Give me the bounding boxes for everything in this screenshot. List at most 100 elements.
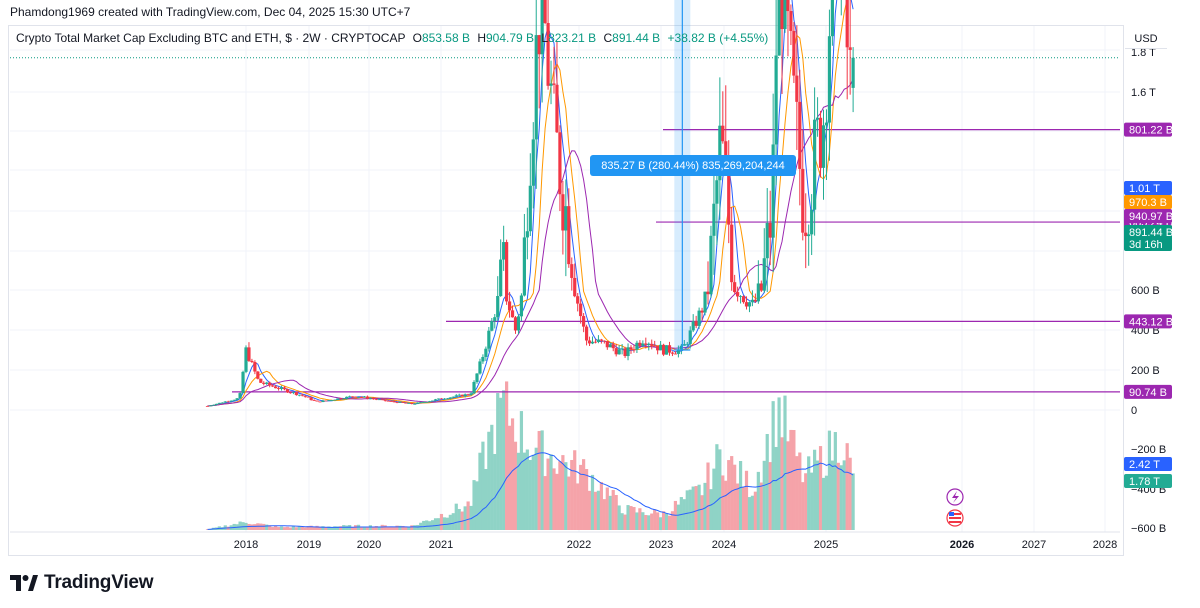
candle[interactable] — [661, 343, 666, 357]
candle[interactable] — [416, 402, 420, 405]
candle[interactable] — [413, 403, 417, 405]
candle[interactable] — [730, 207, 734, 291]
candle[interactable] — [747, 301, 752, 313]
candle[interactable] — [362, 396, 367, 398]
candle[interactable] — [229, 400, 233, 403]
candle[interactable] — [238, 392, 242, 399]
dividend-flash-icon[interactable] — [946, 488, 964, 506]
candle[interactable] — [401, 401, 405, 403]
candle[interactable] — [605, 341, 609, 350]
candle[interactable] — [386, 400, 390, 402]
candle[interactable] — [276, 386, 281, 391]
candle[interactable] — [543, 0, 547, 25]
candle[interactable] — [738, 295, 743, 304]
candle[interactable] — [555, 41, 559, 134]
candle[interactable] — [810, 194, 814, 256]
candle[interactable] — [271, 384, 275, 388]
candle[interactable] — [205, 405, 210, 407]
candle[interactable] — [318, 401, 322, 403]
candle[interactable] — [564, 179, 568, 277]
candle[interactable] — [214, 403, 218, 406]
candle[interactable] — [549, 60, 553, 105]
us-flag-icon[interactable] — [946, 509, 964, 527]
candle[interactable] — [676, 345, 680, 358]
candle[interactable] — [232, 399, 236, 402]
candle[interactable] — [342, 397, 346, 400]
candle[interactable] — [428, 400, 432, 403]
candle[interactable] — [561, 180, 565, 255]
candle[interactable] — [558, 125, 562, 212]
candle[interactable] — [345, 396, 349, 400]
candle[interactable] — [250, 358, 254, 364]
candle[interactable] — [478, 358, 482, 375]
candle[interactable] — [268, 381, 272, 388]
candle[interactable] — [223, 401, 227, 403]
candle[interactable] — [733, 274, 737, 294]
candle[interactable] — [419, 402, 423, 403]
candle[interactable] — [626, 343, 630, 361]
candle[interactable] — [510, 305, 515, 318]
candle[interactable] — [821, 109, 826, 200]
candle[interactable] — [294, 391, 298, 396]
candle[interactable] — [552, 46, 556, 94]
candle[interactable] — [602, 340, 606, 344]
candle[interactable] — [582, 313, 586, 333]
candle[interactable] — [226, 400, 230, 403]
candle[interactable] — [303, 395, 307, 398]
event-icons[interactable] — [946, 488, 964, 527]
candle[interactable] — [617, 345, 621, 355]
symbol-legend[interactable]: Crypto Total Market Cap Excluding BTC an… — [16, 31, 768, 45]
candle[interactable] — [253, 360, 257, 375]
candle[interactable] — [395, 401, 399, 404]
candle[interactable] — [262, 381, 266, 386]
candle[interactable] — [783, 0, 787, 33]
candle[interactable] — [472, 380, 476, 394]
candle[interactable] — [641, 340, 645, 348]
candle[interactable] — [442, 398, 447, 400]
candle[interactable] — [851, 47, 855, 113]
candle[interactable] — [368, 397, 372, 400]
candle[interactable] — [259, 378, 263, 383]
candle[interactable] — [285, 388, 290, 393]
candle[interactable] — [339, 397, 343, 400]
candle[interactable] — [653, 340, 657, 347]
candle[interactable] — [845, 0, 849, 100]
candle[interactable] — [353, 396, 358, 398]
candle[interactable] — [454, 394, 458, 398]
candle[interactable] — [620, 344, 624, 355]
candle[interactable] — [599, 338, 603, 344]
candle[interactable] — [827, 9, 832, 161]
candle[interactable] — [407, 402, 411, 404]
candle[interactable] — [348, 395, 352, 398]
candle[interactable] — [433, 398, 438, 402]
candle[interactable] — [309, 396, 313, 401]
candle[interactable] — [265, 381, 269, 385]
candle[interactable] — [798, 69, 802, 206]
candle[interactable] — [635, 340, 639, 354]
candle[interactable] — [596, 335, 601, 344]
candle[interactable] — [685, 341, 689, 348]
candle[interactable] — [804, 193, 808, 269]
candle[interactable] — [573, 263, 577, 298]
candle[interactable] — [475, 373, 479, 384]
candle[interactable] — [300, 393, 304, 397]
candle[interactable] — [756, 260, 760, 304]
candle[interactable] — [451, 396, 455, 399]
candle[interactable] — [457, 393, 461, 396]
candle[interactable] — [392, 400, 396, 403]
candle[interactable] — [706, 261, 710, 305]
candle[interactable] — [256, 371, 260, 380]
candle[interactable] — [789, 4, 793, 46]
candle[interactable] — [306, 396, 310, 398]
candle[interactable] — [688, 326, 692, 349]
candle[interactable] — [753, 293, 757, 303]
candle[interactable] — [786, 0, 790, 57]
candle[interactable] — [590, 336, 595, 345]
candle[interactable] — [721, 91, 725, 144]
candle[interactable] — [537, 34, 541, 109]
candle[interactable] — [490, 317, 494, 332]
candle[interactable] — [694, 315, 698, 329]
candle[interactable] — [208, 405, 213, 407]
candle[interactable] — [327, 400, 331, 401]
candle[interactable] — [282, 386, 287, 391]
